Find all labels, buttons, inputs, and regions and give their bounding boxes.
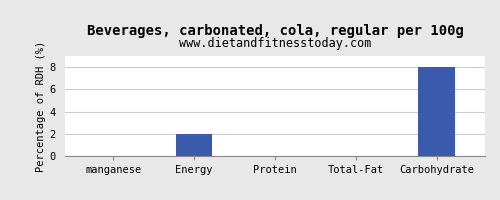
Bar (176, 134, 212, 156)
Text: Beverages, carbonated, cola, regular per 100g: Beverages, carbonated, cola, regular per… (86, 24, 464, 38)
Bar (418, 67, 454, 156)
Text: www.dietandfitnesstoday.com: www.dietandfitnesstoday.com (179, 37, 371, 50)
Y-axis label: Percentage of RDH (%): Percentage of RDH (%) (36, 40, 46, 172)
